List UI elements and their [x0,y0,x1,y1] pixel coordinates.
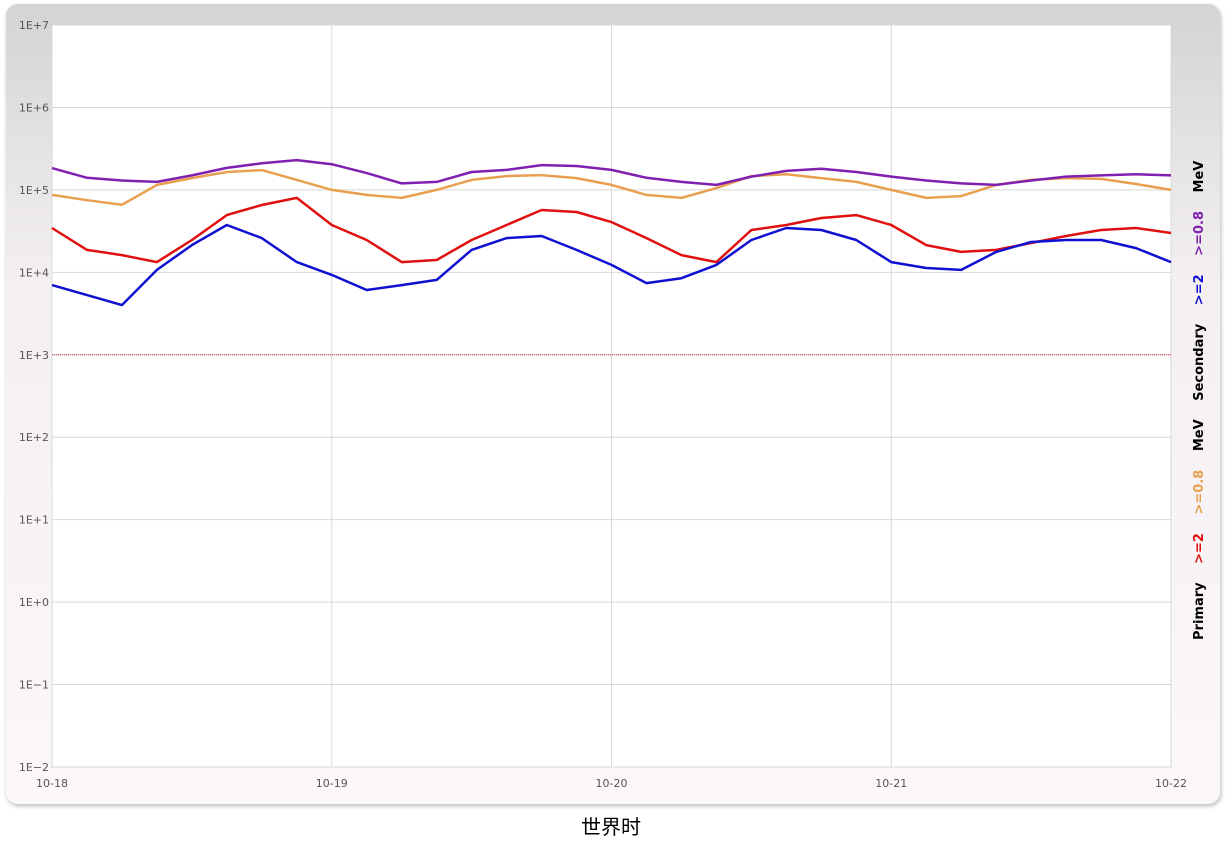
legend-group: Secondary [1192,323,1207,401]
y-tick-label: 1E+5 [19,184,49,197]
y-tick-label: 1E+7 [19,19,49,32]
legend-entry: >=2 [1192,274,1207,305]
y-tick-label: 1E+6 [19,101,49,114]
legend-group: Primary [1192,582,1207,640]
y-tick-label: 1E+2 [19,431,49,444]
series-line [51,196,1172,264]
y-tick-label: 1E+1 [19,514,49,527]
x-axis-title: 世界时 [581,815,641,839]
legend-unit: MeV [1192,419,1207,451]
series-line [51,223,1172,307]
x-tick-label: 10-21 [875,777,907,790]
x-tick-label: 10-22 [1155,777,1187,790]
series-line [51,168,1172,207]
legend-entry: >=0.8 [1192,470,1207,515]
x-tick-label: 10-20 [596,777,628,790]
legend-entry: >=2 [1192,533,1207,564]
y-tick-label: 1E−1 [19,679,49,692]
legend-unit: MeV [1192,161,1207,193]
legend: Primary >=2 >=0.8 MeV Secondary >=2 >=0.… [1192,161,1207,640]
y-tick-label: 1E+0 [19,596,49,609]
y-tick-label: 1E+3 [19,349,49,362]
y-tick-label: 1E+4 [19,266,49,279]
x-tick-label: 10-18 [36,777,68,790]
x-tick-label: 10-19 [316,777,348,790]
series-line [51,158,1172,187]
legend-entry: >=0.8 [1192,211,1207,256]
y-tick-label: 1E−2 [19,761,49,774]
